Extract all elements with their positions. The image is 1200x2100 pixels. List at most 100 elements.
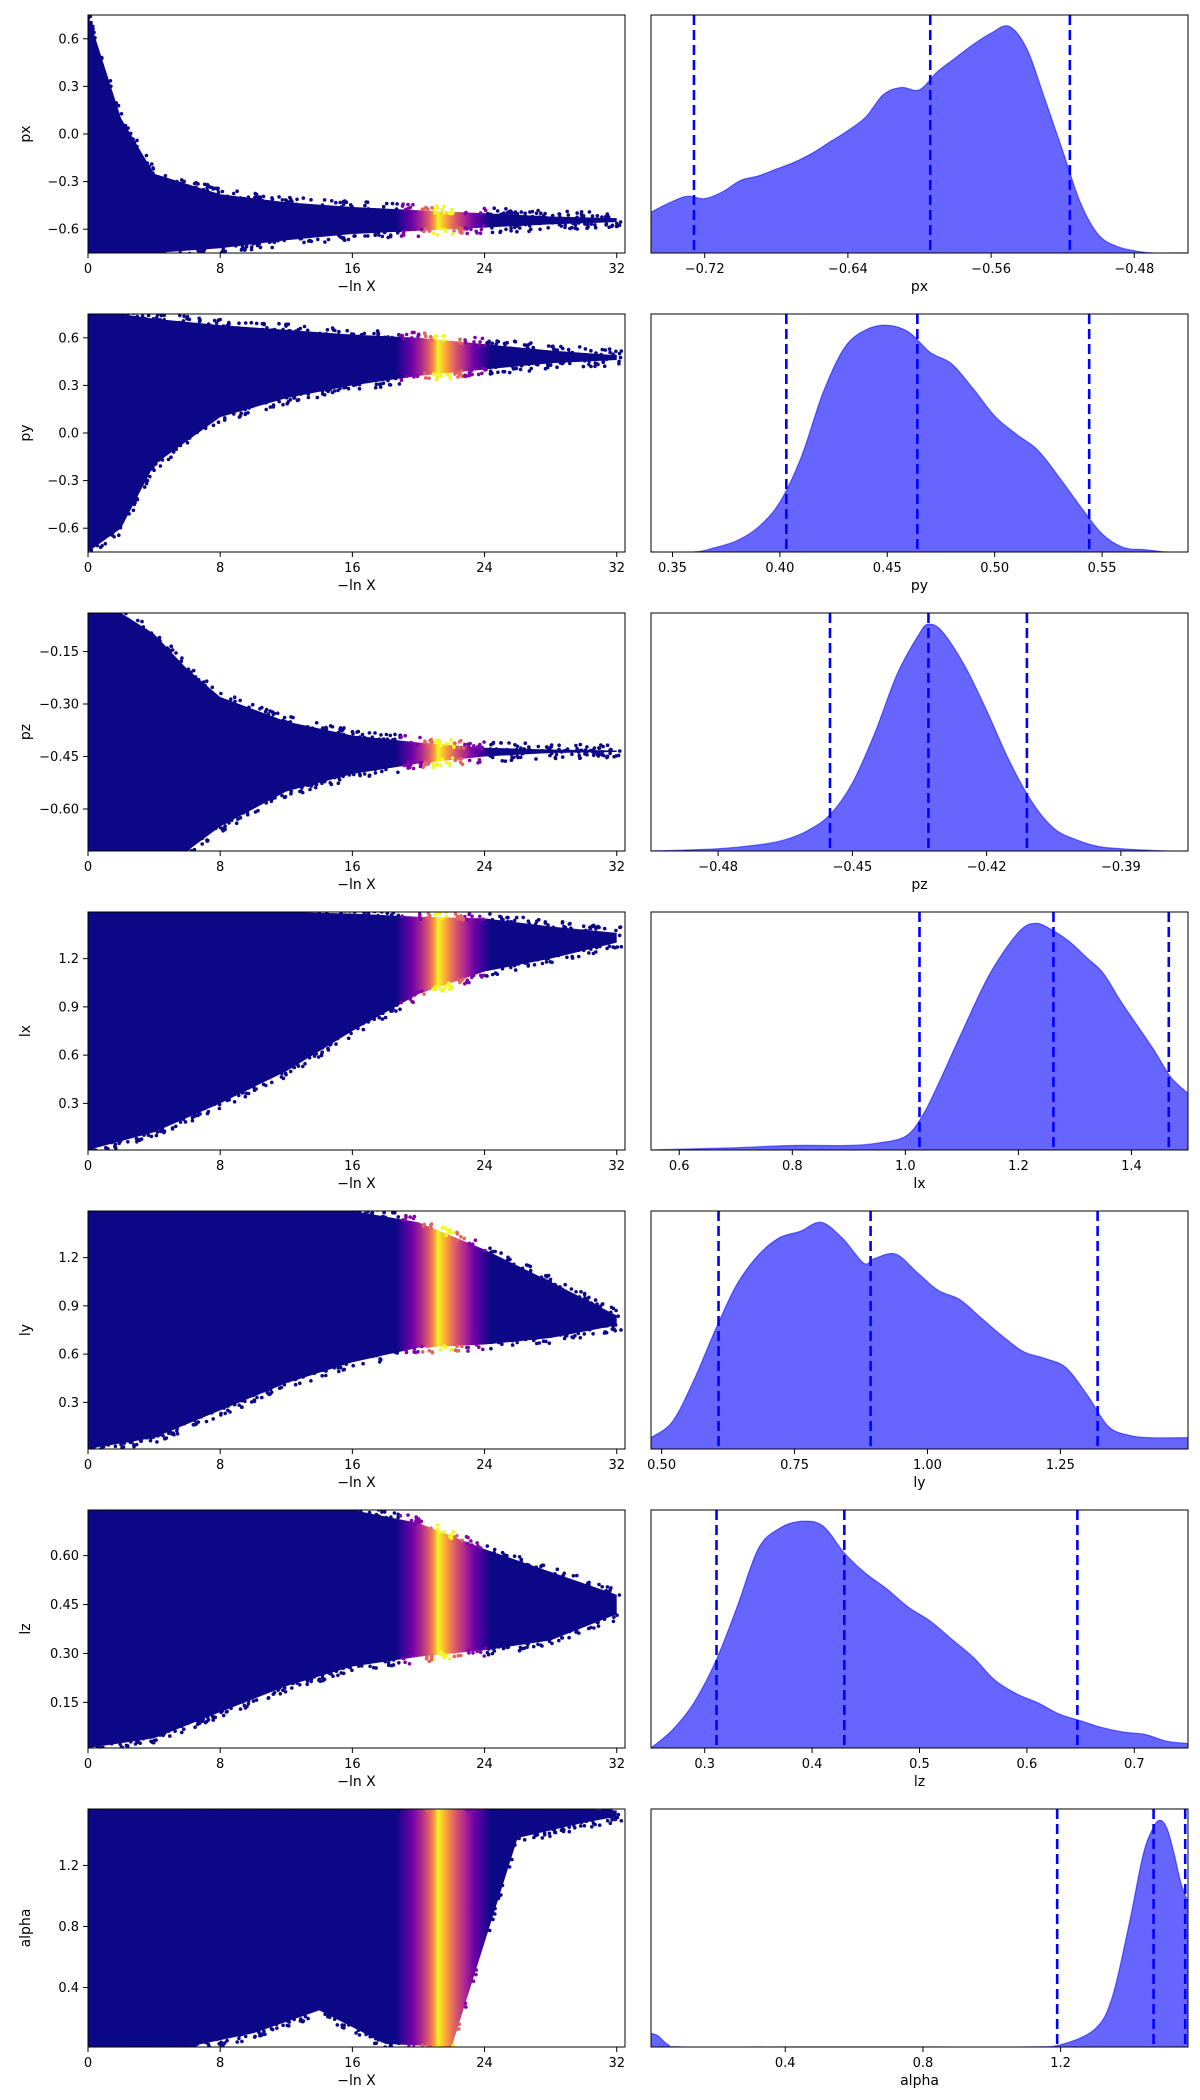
density-pz-xtick-label: −0.39: [1101, 860, 1141, 875]
scatter-point: [506, 210, 511, 214]
scatter-point: [360, 732, 365, 737]
scatter-point: [94, 248, 99, 253]
scatter-point: [430, 1804, 434, 1808]
scatter-point: [195, 1722, 200, 1727]
scatter-point: [376, 913, 380, 918]
scatter-point: [164, 1436, 169, 1440]
scatter-fringe-points-lx: [88, 905, 624, 1150]
scatter-point: [373, 2036, 378, 2041]
scatter-point: [390, 335, 394, 340]
scatter-point: [427, 376, 431, 381]
scatter-py-xtick-label: 24: [476, 561, 493, 576]
scatter-point: [597, 1582, 601, 1587]
scatter-point: [442, 1530, 447, 1534]
density-fill-ly: [651, 1222, 1188, 1449]
scatter-point: [408, 1802, 412, 1806]
scatter-point: [88, 846, 91, 851]
scatter-point: [466, 1648, 471, 1653]
scatter-point: [305, 725, 310, 729]
scatter-point: [105, 905, 109, 909]
scatter-point: [154, 461, 158, 466]
scatter-point: [530, 209, 535, 214]
scatter-point: [511, 367, 516, 371]
scatter-point: [435, 1523, 440, 1527]
scatter-point: [186, 667, 191, 671]
scatter-point: [411, 338, 416, 342]
scatter-point: [156, 1510, 161, 1514]
scatter-point: [503, 759, 508, 763]
scatter-point: [459, 230, 463, 235]
density-xlabel-lz: lz: [914, 1774, 925, 1790]
density-fill-py: [651, 325, 1188, 552]
scatter-point: [322, 779, 327, 784]
scatter-point: [366, 1020, 371, 1024]
scatter-point: [86, 1804, 90, 1808]
scatter-point: [179, 1724, 184, 1729]
scatter-point: [398, 1007, 402, 1012]
scatter-point: [283, 719, 287, 724]
scatter-point: [191, 668, 196, 673]
scatter-point: [479, 227, 484, 232]
scatter-point: [445, 1227, 449, 1232]
scatter-point: [135, 847, 139, 851]
scatter-point: [192, 847, 197, 851]
scatter-point: [482, 740, 486, 744]
scatter-point: [602, 364, 607, 369]
scatter-point: [321, 1804, 325, 1808]
scatter-point: [261, 322, 266, 326]
scatter-point: [190, 1504, 194, 1508]
scatter-point: [151, 167, 156, 171]
scatter-point: [617, 1593, 622, 1597]
scatter-point: [483, 1248, 487, 1253]
scatter-point: [561, 346, 565, 351]
scatter-point: [253, 195, 257, 200]
scatter-point: [152, 1740, 156, 1745]
scatter-point: [178, 907, 182, 911]
scatter-point: [402, 337, 406, 341]
scatter-point: [404, 332, 409, 337]
scatter-point: [242, 248, 247, 252]
scatter-point: [563, 225, 567, 230]
scatter-point: [373, 385, 378, 390]
scatter-point: [210, 1411, 214, 1415]
scatter-point: [436, 1527, 440, 1531]
scatter-point: [119, 254, 123, 258]
scatter-point: [557, 1638, 561, 1643]
scatter-point: [328, 776, 332, 780]
scatter-point: [603, 1809, 607, 1813]
scatter-point: [565, 1333, 569, 1338]
scatter-point: [168, 1734, 172, 1738]
scatter-point: [356, 1206, 360, 1210]
scatter-point: [585, 226, 589, 231]
scatter-point: [307, 1056, 312, 1060]
scatter-point: [145, 310, 149, 314]
scatter-point: [470, 372, 474, 377]
scatter-point: [247, 1506, 251, 1510]
scatter-point: [268, 1387, 273, 1391]
scatter-point: [499, 1893, 503, 1897]
scatter-point: [380, 1510, 384, 1514]
scatter-point: [565, 955, 569, 960]
scatter-point: [147, 2048, 151, 2052]
scatter-point: [594, 351, 598, 355]
scatter-point: [464, 374, 469, 378]
scatter-point: [303, 1802, 307, 1806]
scatter-point: [373, 767, 378, 772]
scatter-point: [492, 1547, 497, 1552]
scatter-point: [460, 1344, 464, 1349]
scatter-point: [322, 198, 327, 202]
scatter-alpha-xtick-label: 32: [608, 2056, 625, 2071]
scatter-point: [458, 760, 463, 765]
scatter-point: [475, 745, 480, 749]
scatter-point: [611, 1816, 616, 1821]
scatter-point: [504, 1809, 508, 1812]
scatter-point: [464, 2005, 468, 2009]
scatter-point: [196, 677, 201, 682]
scatter-point: [581, 924, 586, 928]
scatter-point: [567, 1330, 571, 1334]
scatter-point: [571, 1293, 575, 1298]
scatter-point: [510, 755, 514, 759]
scatter-point: [217, 912, 222, 917]
scatter-point: [396, 374, 401, 379]
scatter-fringe-points-alpha: [86, 1802, 624, 2052]
